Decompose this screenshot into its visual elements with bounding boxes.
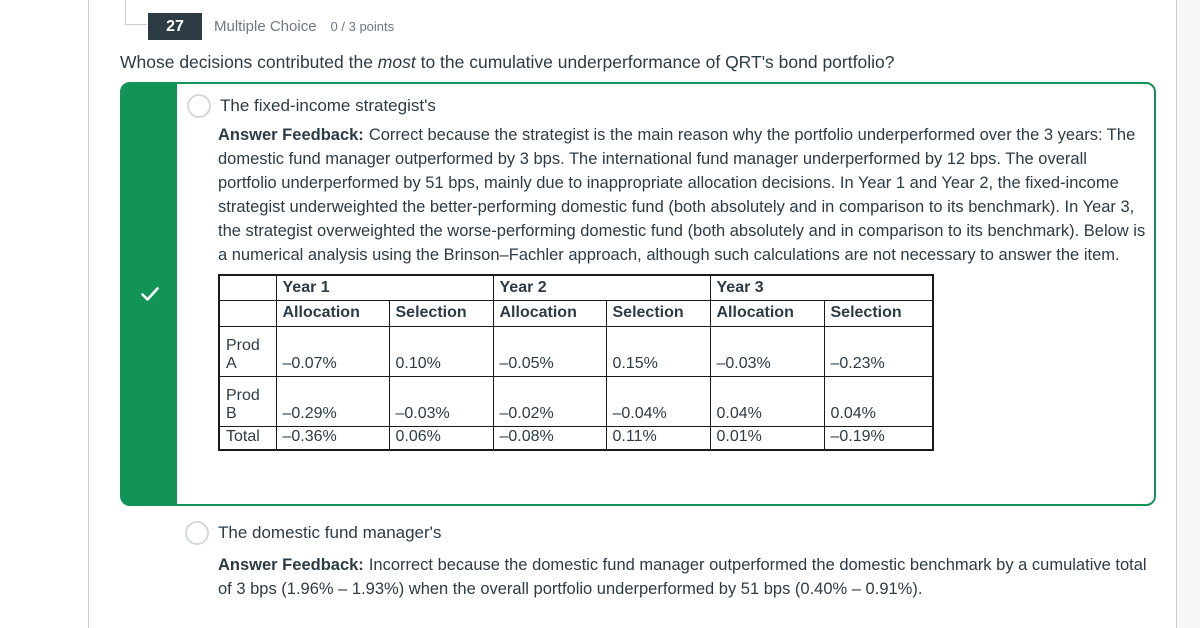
option-row-2[interactable]: The domestic fund manager's bbox=[185, 514, 1160, 545]
checkmark-icon bbox=[140, 287, 159, 301]
col-header: Allocation bbox=[709, 299, 825, 327]
table-cell: 0.11% bbox=[605, 425, 711, 451]
question-text-post: to the cumulative underperformance of QR… bbox=[415, 52, 895, 72]
correct-answer-content: The fixed-income strategist's Answer Fee… bbox=[177, 84, 1154, 504]
col-header: Allocation bbox=[275, 299, 390, 327]
year-2-header: Year 2 bbox=[492, 274, 711, 301]
table-cell: –0.19% bbox=[823, 425, 934, 451]
col-header: Selection bbox=[388, 299, 494, 327]
feedback-text: Incorrect because the domestic fund mana… bbox=[218, 556, 1147, 598]
table-row-subheaders: Allocation Selection Allocation Selectio… bbox=[218, 299, 934, 327]
question-number-badge: 27 bbox=[148, 13, 202, 40]
table-cell: 0.04% bbox=[709, 375, 825, 427]
table-cell: –0.03% bbox=[388, 375, 494, 427]
table-cell: –0.02% bbox=[492, 375, 607, 427]
table-cell: –0.05% bbox=[492, 325, 607, 377]
table-cell: 0.04% bbox=[823, 375, 934, 427]
left-rule bbox=[88, 0, 89, 628]
incorrect-answer-block: The domestic fund manager's Answer Feedb… bbox=[185, 514, 1160, 601]
table-cell: 0.10% bbox=[388, 325, 494, 377]
row-label: Total bbox=[218, 425, 277, 451]
table-cell: –0.08% bbox=[492, 425, 607, 451]
feedback-label: Answer Feedback: bbox=[218, 556, 364, 574]
tree-connector-vertical bbox=[125, 0, 126, 24]
table-cell: 0.01% bbox=[709, 425, 825, 451]
attribution-table: Year 1 Year 2 Year 3 Allocation Selectio… bbox=[218, 274, 934, 451]
table-cell: –0.04% bbox=[605, 375, 711, 427]
option-2-feedback: Answer Feedback: Incorrect because the do… bbox=[218, 553, 1148, 601]
table-row-total: Total –0.36% 0.06% –0.08% 0.11% 0.01% –0… bbox=[218, 425, 934, 451]
option-2-label: The domestic fund manager's bbox=[218, 523, 442, 542]
table-corner-cell bbox=[218, 274, 277, 301]
question-text-emphasis: most bbox=[377, 52, 416, 72]
option-row-1[interactable]: The fixed-income strategist's bbox=[187, 94, 1140, 118]
row-label: Prod B bbox=[218, 375, 277, 427]
year-1-header: Year 1 bbox=[275, 274, 494, 301]
col-header: Selection bbox=[823, 299, 934, 327]
col-header: Allocation bbox=[492, 299, 607, 327]
question-points-label: 0 / 3 points bbox=[330, 19, 395, 34]
table-row-prod-b: Prod B –0.29% –0.03% –0.02% –0.04% 0.04%… bbox=[218, 375, 934, 427]
table-cell: –0.36% bbox=[275, 425, 390, 451]
row-label: Prod A bbox=[218, 325, 277, 377]
year-3-header: Year 3 bbox=[709, 274, 934, 301]
tree-connector-horizontal bbox=[125, 24, 147, 25]
table-cell: –0.03% bbox=[709, 325, 825, 377]
correct-indicator-bar bbox=[122, 84, 177, 504]
feedback-label: Answer Feedback: bbox=[218, 126, 364, 144]
table-corner-cell bbox=[218, 299, 277, 327]
table-cell: 0.06% bbox=[388, 425, 494, 451]
option-1-feedback: Answer Feedback: Correct because the stra… bbox=[218, 123, 1146, 267]
radio-option-2[interactable] bbox=[185, 521, 209, 545]
radio-option-1[interactable] bbox=[187, 94, 211, 118]
option-1-label: The fixed-income strategist's bbox=[220, 96, 436, 115]
question-text: Whose decisions contributed the most to … bbox=[120, 50, 1140, 74]
feedback-text: Correct because the strategist is the ma… bbox=[218, 126, 1146, 264]
question-type-label: Multiple Choice bbox=[214, 18, 317, 35]
right-rule bbox=[1176, 0, 1177, 628]
correct-answer-box: The fixed-income strategist's Answer Fee… bbox=[120, 82, 1156, 506]
table-row-prod-a: Prod A –0.07% 0.10% –0.05% 0.15% –0.03% … bbox=[218, 325, 934, 377]
question-header: 27 Multiple Choice 0 / 3 points bbox=[148, 13, 394, 40]
question-text-pre: Whose decisions contributed the bbox=[120, 52, 378, 72]
table-cell: –0.29% bbox=[275, 375, 390, 427]
table-cell: –0.07% bbox=[275, 325, 390, 377]
table-row-years: Year 1 Year 2 Year 3 bbox=[218, 274, 934, 301]
col-header: Selection bbox=[605, 299, 711, 327]
right-margin bbox=[1177, 0, 1200, 628]
table-cell: 0.15% bbox=[605, 325, 711, 377]
table-cell: –0.23% bbox=[823, 325, 934, 377]
